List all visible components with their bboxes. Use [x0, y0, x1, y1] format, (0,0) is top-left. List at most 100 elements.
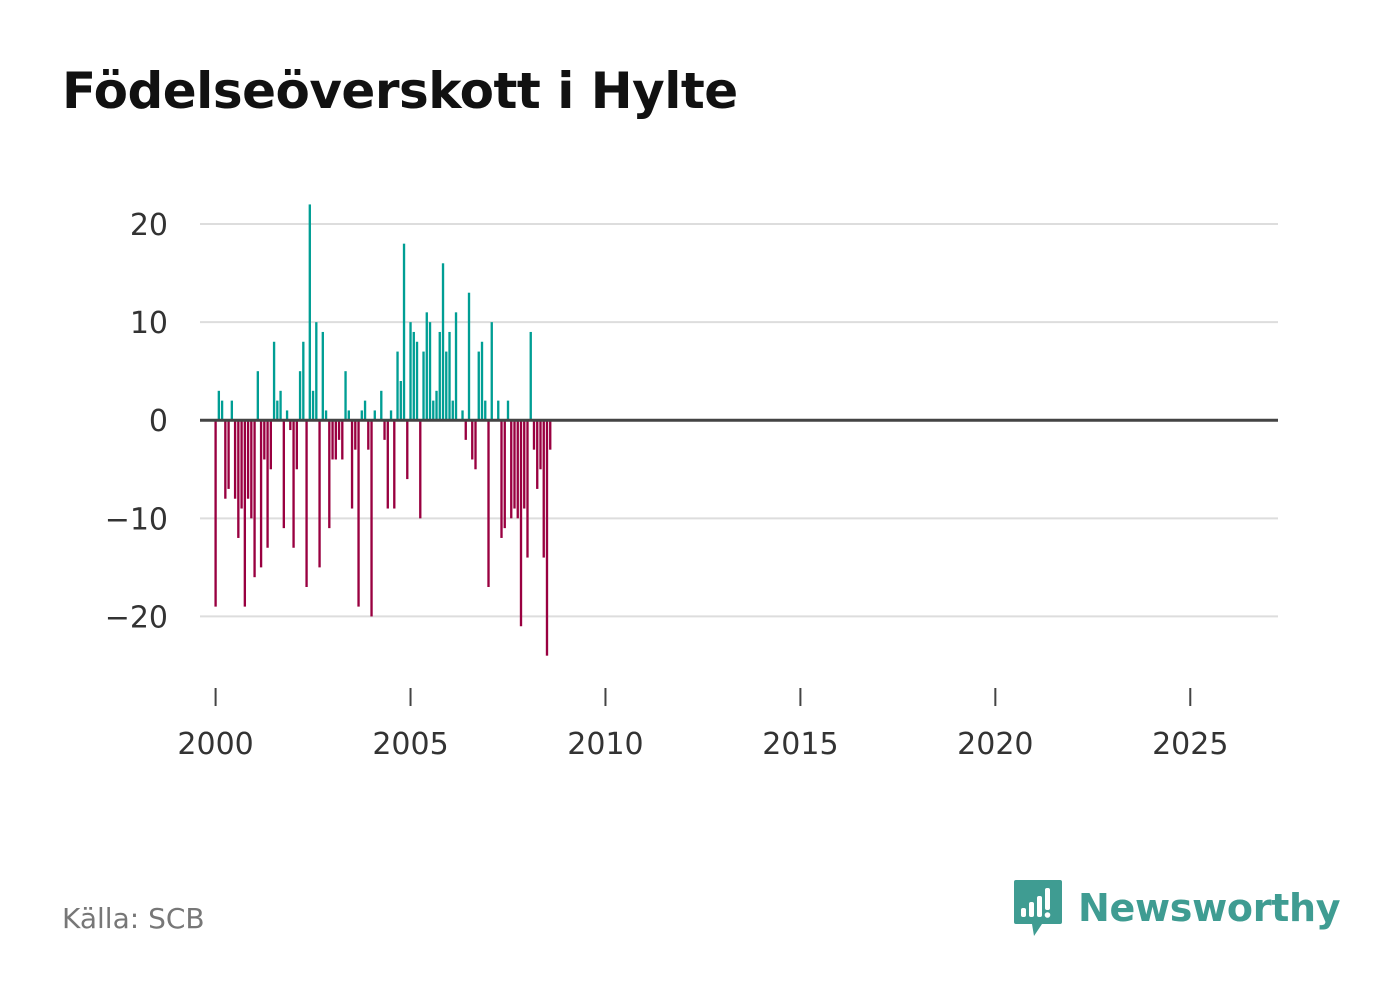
bar	[474, 420, 477, 470]
bar	[350, 420, 354, 509]
bar	[435, 390, 438, 421]
bar	[422, 351, 425, 421]
bar	[256, 371, 259, 421]
bar	[337, 420, 341, 440]
bar	[217, 390, 221, 421]
bars	[214, 204, 552, 656]
bar	[302, 341, 305, 421]
bar	[393, 420, 396, 509]
bar	[321, 331, 324, 421]
bar	[490, 322, 493, 421]
bar	[438, 331, 441, 421]
newsworthy-logo-icon	[1014, 880, 1062, 936]
bar	[263, 420, 266, 460]
bar	[279, 390, 282, 421]
bar	[471, 420, 474, 460]
bar	[341, 420, 344, 460]
bar	[425, 312, 428, 421]
bar	[399, 381, 402, 421]
bar	[285, 410, 289, 421]
bar	[539, 420, 542, 470]
bar	[237, 420, 240, 538]
bar	[448, 331, 451, 421]
bar	[480, 341, 484, 421]
bar	[363, 400, 367, 421]
bar	[334, 420, 337, 460]
bar	[383, 420, 386, 440]
bar	[419, 420, 422, 519]
y-tick-label: 10	[130, 306, 168, 341]
bar	[396, 351, 399, 421]
bar	[545, 420, 549, 656]
bar	[412, 331, 415, 421]
bar	[298, 371, 302, 421]
bar	[461, 410, 464, 421]
bar	[253, 420, 256, 578]
bar	[454, 312, 458, 421]
bar	[549, 420, 552, 450]
bar	[386, 420, 389, 509]
bar	[532, 420, 536, 450]
bar	[315, 322, 318, 421]
bar	[246, 420, 250, 499]
bar	[367, 420, 370, 450]
bar	[389, 410, 393, 421]
bar	[428, 322, 432, 421]
bar	[513, 420, 516, 509]
bar	[224, 420, 227, 499]
bar	[331, 420, 334, 460]
bar	[477, 351, 480, 421]
bar	[487, 420, 490, 587]
bar	[380, 390, 383, 421]
bar	[445, 351, 448, 421]
bar	[542, 420, 545, 558]
bar	[324, 410, 328, 421]
bar	[523, 420, 526, 509]
bar	[360, 410, 363, 421]
bar	[354, 420, 357, 450]
bar	[409, 322, 412, 421]
bar	[243, 420, 247, 607]
bar	[276, 400, 279, 421]
bar	[500, 420, 503, 538]
bar	[227, 420, 230, 489]
x-tick-label: 2010	[567, 727, 643, 762]
x-tick-label: 2020	[957, 727, 1033, 762]
y-tick-label: 0	[149, 404, 168, 439]
y-axis-labels: 20 10 0 −10 −20	[105, 208, 168, 635]
bar	[432, 400, 435, 421]
bar	[289, 420, 292, 431]
bar	[441, 263, 445, 421]
bar	[230, 400, 234, 421]
source-note: Källa: SCB	[62, 902, 205, 935]
bar	[269, 420, 272, 470]
bar	[292, 420, 295, 548]
bar	[464, 420, 467, 440]
bar	[484, 400, 487, 421]
x-tick-label: 2000	[177, 727, 253, 762]
bar	[344, 371, 347, 421]
bar	[415, 341, 419, 421]
bar	[266, 420, 269, 548]
grid-lines	[200, 223, 1278, 618]
bar	[318, 420, 321, 568]
bar	[357, 420, 360, 607]
bar	[373, 410, 376, 421]
bar	[240, 420, 243, 509]
x-tick-label: 2015	[762, 727, 838, 762]
chart-title: Födelseöverskott i Hylte	[62, 62, 738, 120]
bar	[233, 420, 237, 499]
bar	[370, 420, 373, 617]
newsworthy-logo[interactable]: Newsworthy	[1012, 878, 1341, 938]
bar	[503, 420, 506, 529]
bar	[311, 390, 315, 421]
bar	[250, 420, 253, 519]
bar	[220, 400, 224, 421]
bar	[516, 420, 519, 519]
bar	[510, 420, 513, 519]
bar	[467, 292, 471, 421]
bar	[347, 410, 350, 421]
bar	[451, 400, 454, 421]
bar	[328, 420, 331, 529]
